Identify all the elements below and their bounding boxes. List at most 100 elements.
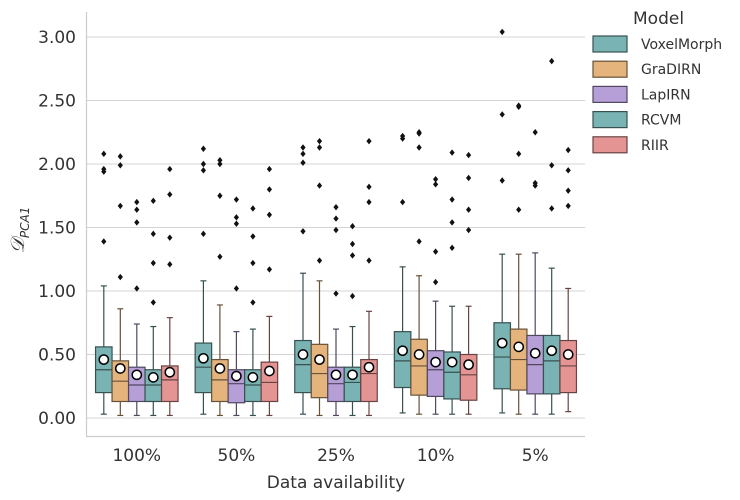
outlier-point bbox=[200, 145, 206, 152]
mean-marker bbox=[347, 369, 358, 381]
box-riir-0 bbox=[160, 165, 179, 417]
outlier-point bbox=[233, 285, 239, 292]
outlier-point bbox=[565, 167, 571, 174]
outlier-point bbox=[565, 202, 571, 210]
outlier-point bbox=[167, 261, 173, 268]
iqr-box bbox=[410, 338, 428, 396]
mean-marker bbox=[247, 372, 259, 383]
outlier-point bbox=[416, 144, 422, 151]
outlier-point bbox=[300, 159, 306, 166]
outlier-point bbox=[217, 160, 223, 168]
outlier-point bbox=[449, 244, 455, 252]
y-axis-title-main: 𝒟 bbox=[7, 234, 29, 253]
outlier-point bbox=[433, 181, 439, 188]
box-voxelmorph-0 bbox=[94, 150, 113, 415]
box-gradirn-1 bbox=[211, 156, 229, 417]
outlier-point bbox=[433, 278, 439, 286]
x-axis-title: Data availability bbox=[267, 473, 405, 493]
iqr-box bbox=[393, 331, 412, 389]
outlier-point bbox=[117, 202, 123, 210]
outlier-point bbox=[117, 162, 123, 169]
outlier-point bbox=[200, 167, 206, 174]
outlier-point bbox=[233, 220, 239, 227]
mean-marker bbox=[562, 349, 574, 360]
outlier-point bbox=[532, 129, 538, 136]
outlier-point bbox=[250, 299, 256, 306]
mean-marker bbox=[546, 345, 558, 357]
x-tick-label: 10% bbox=[417, 446, 455, 466]
mean-marker bbox=[114, 363, 126, 374]
box-rcvm-0 bbox=[144, 197, 163, 417]
iqr-box bbox=[559, 339, 578, 394]
outlier-point bbox=[466, 174, 472, 182]
box-gradirn-2 bbox=[310, 137, 329, 417]
box-riir-2 bbox=[360, 137, 378, 417]
y-tick-labels: 0.00 0.50 1.00 1.50 2.00 2.50 3.00 bbox=[38, 28, 76, 429]
outlier-point bbox=[349, 292, 356, 300]
box-rcvm-3 bbox=[443, 149, 461, 415]
legend: Model VoxelMorph GraDIRN LapIRN RCVM RIIR bbox=[592, 9, 722, 154]
outlier-point bbox=[316, 137, 323, 145]
x-tick-label: 50% bbox=[218, 446, 256, 466]
outlier-point bbox=[300, 228, 306, 235]
outlier-point bbox=[349, 223, 356, 230]
outlier-point bbox=[516, 150, 522, 158]
iqr-box bbox=[493, 322, 512, 390]
outlier-point bbox=[200, 160, 206, 168]
outlier-point bbox=[150, 230, 156, 238]
outlier-point bbox=[150, 299, 156, 306]
box-lapirn-4 bbox=[526, 129, 545, 415]
box-lapirn-1 bbox=[227, 196, 246, 417]
iqr-box bbox=[310, 343, 329, 399]
outlier-point bbox=[449, 196, 455, 203]
outlier-point bbox=[200, 230, 206, 238]
outlier-point bbox=[150, 259, 156, 267]
outlier-point bbox=[532, 179, 538, 187]
outlier-point bbox=[150, 197, 156, 205]
mean-marker bbox=[98, 354, 110, 365]
mean-marker bbox=[463, 359, 474, 371]
outlier-point bbox=[499, 28, 505, 36]
outlier-point bbox=[300, 150, 306, 158]
outlier-point bbox=[217, 192, 223, 199]
legend-swatch bbox=[592, 85, 628, 104]
outlier-point bbox=[316, 257, 323, 264]
box-voxelmorph-4 bbox=[493, 28, 512, 414]
x-tick-label: 5% bbox=[522, 446, 549, 466]
outlier-point bbox=[549, 205, 555, 212]
outlier-point bbox=[101, 150, 107, 158]
outlier-point bbox=[101, 165, 107, 173]
mean-marker bbox=[529, 347, 541, 359]
outlier-point bbox=[250, 259, 256, 267]
y-tick-label: 3.00 bbox=[38, 28, 76, 48]
mean-marker bbox=[413, 349, 425, 360]
legend-label: RIIR bbox=[641, 138, 669, 154]
outlier-point bbox=[333, 215, 339, 222]
y-axis-title: 𝒟PCA1 bbox=[7, 207, 32, 254]
outlier-point bbox=[167, 165, 173, 173]
mean-marker bbox=[198, 352, 209, 364]
outlier-point bbox=[300, 144, 306, 151]
y-tick-label: 0.00 bbox=[38, 409, 76, 429]
outlier-point bbox=[233, 196, 239, 203]
outlier-point bbox=[333, 290, 339, 297]
axes bbox=[85, 12, 585, 438]
box-lapirn-3 bbox=[426, 176, 445, 415]
box-gradirn-3 bbox=[410, 129, 428, 415]
outlier-point bbox=[449, 219, 455, 226]
iqr-box bbox=[294, 339, 312, 394]
outlier-point bbox=[366, 257, 372, 264]
iqr-box bbox=[194, 342, 213, 394]
outlier-point bbox=[466, 226, 472, 234]
x-tick-label: 100% bbox=[112, 446, 161, 466]
outlier-point bbox=[416, 238, 422, 245]
outlier-point bbox=[466, 151, 472, 159]
outlier-point bbox=[349, 252, 356, 259]
outlier-point bbox=[400, 198, 406, 206]
outlier-point bbox=[433, 248, 439, 255]
mean-marker bbox=[147, 372, 159, 383]
outlier-point bbox=[400, 132, 406, 140]
legend-swatch bbox=[592, 136, 628, 154]
outlier-point bbox=[549, 162, 555, 169]
outlier-point bbox=[134, 285, 140, 292]
